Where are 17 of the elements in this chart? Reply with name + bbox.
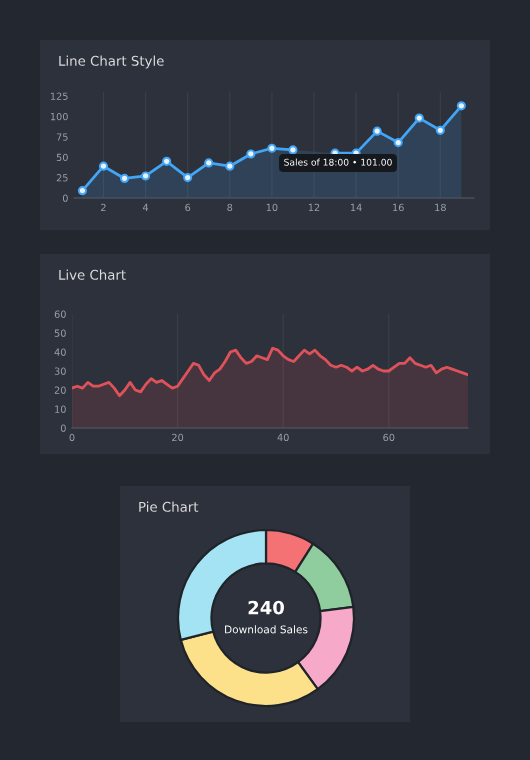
- point: [372, 126, 382, 136]
- point: [119, 173, 130, 184]
- point: [98, 161, 109, 171]
- point: [77, 186, 87, 196]
- point: [162, 156, 172, 166]
- point: [246, 149, 256, 159]
- point: [414, 113, 424, 123]
- point: [435, 125, 445, 135]
- point: [267, 143, 277, 153]
- text: 240: [248, 600, 284, 615]
- point: [141, 171, 151, 181]
- point: [456, 101, 466, 111]
- point: [288, 145, 298, 155]
- point: [393, 137, 403, 148]
- point: [204, 158, 214, 168]
- point: [225, 161, 235, 171]
- point: [183, 173, 193, 183]
